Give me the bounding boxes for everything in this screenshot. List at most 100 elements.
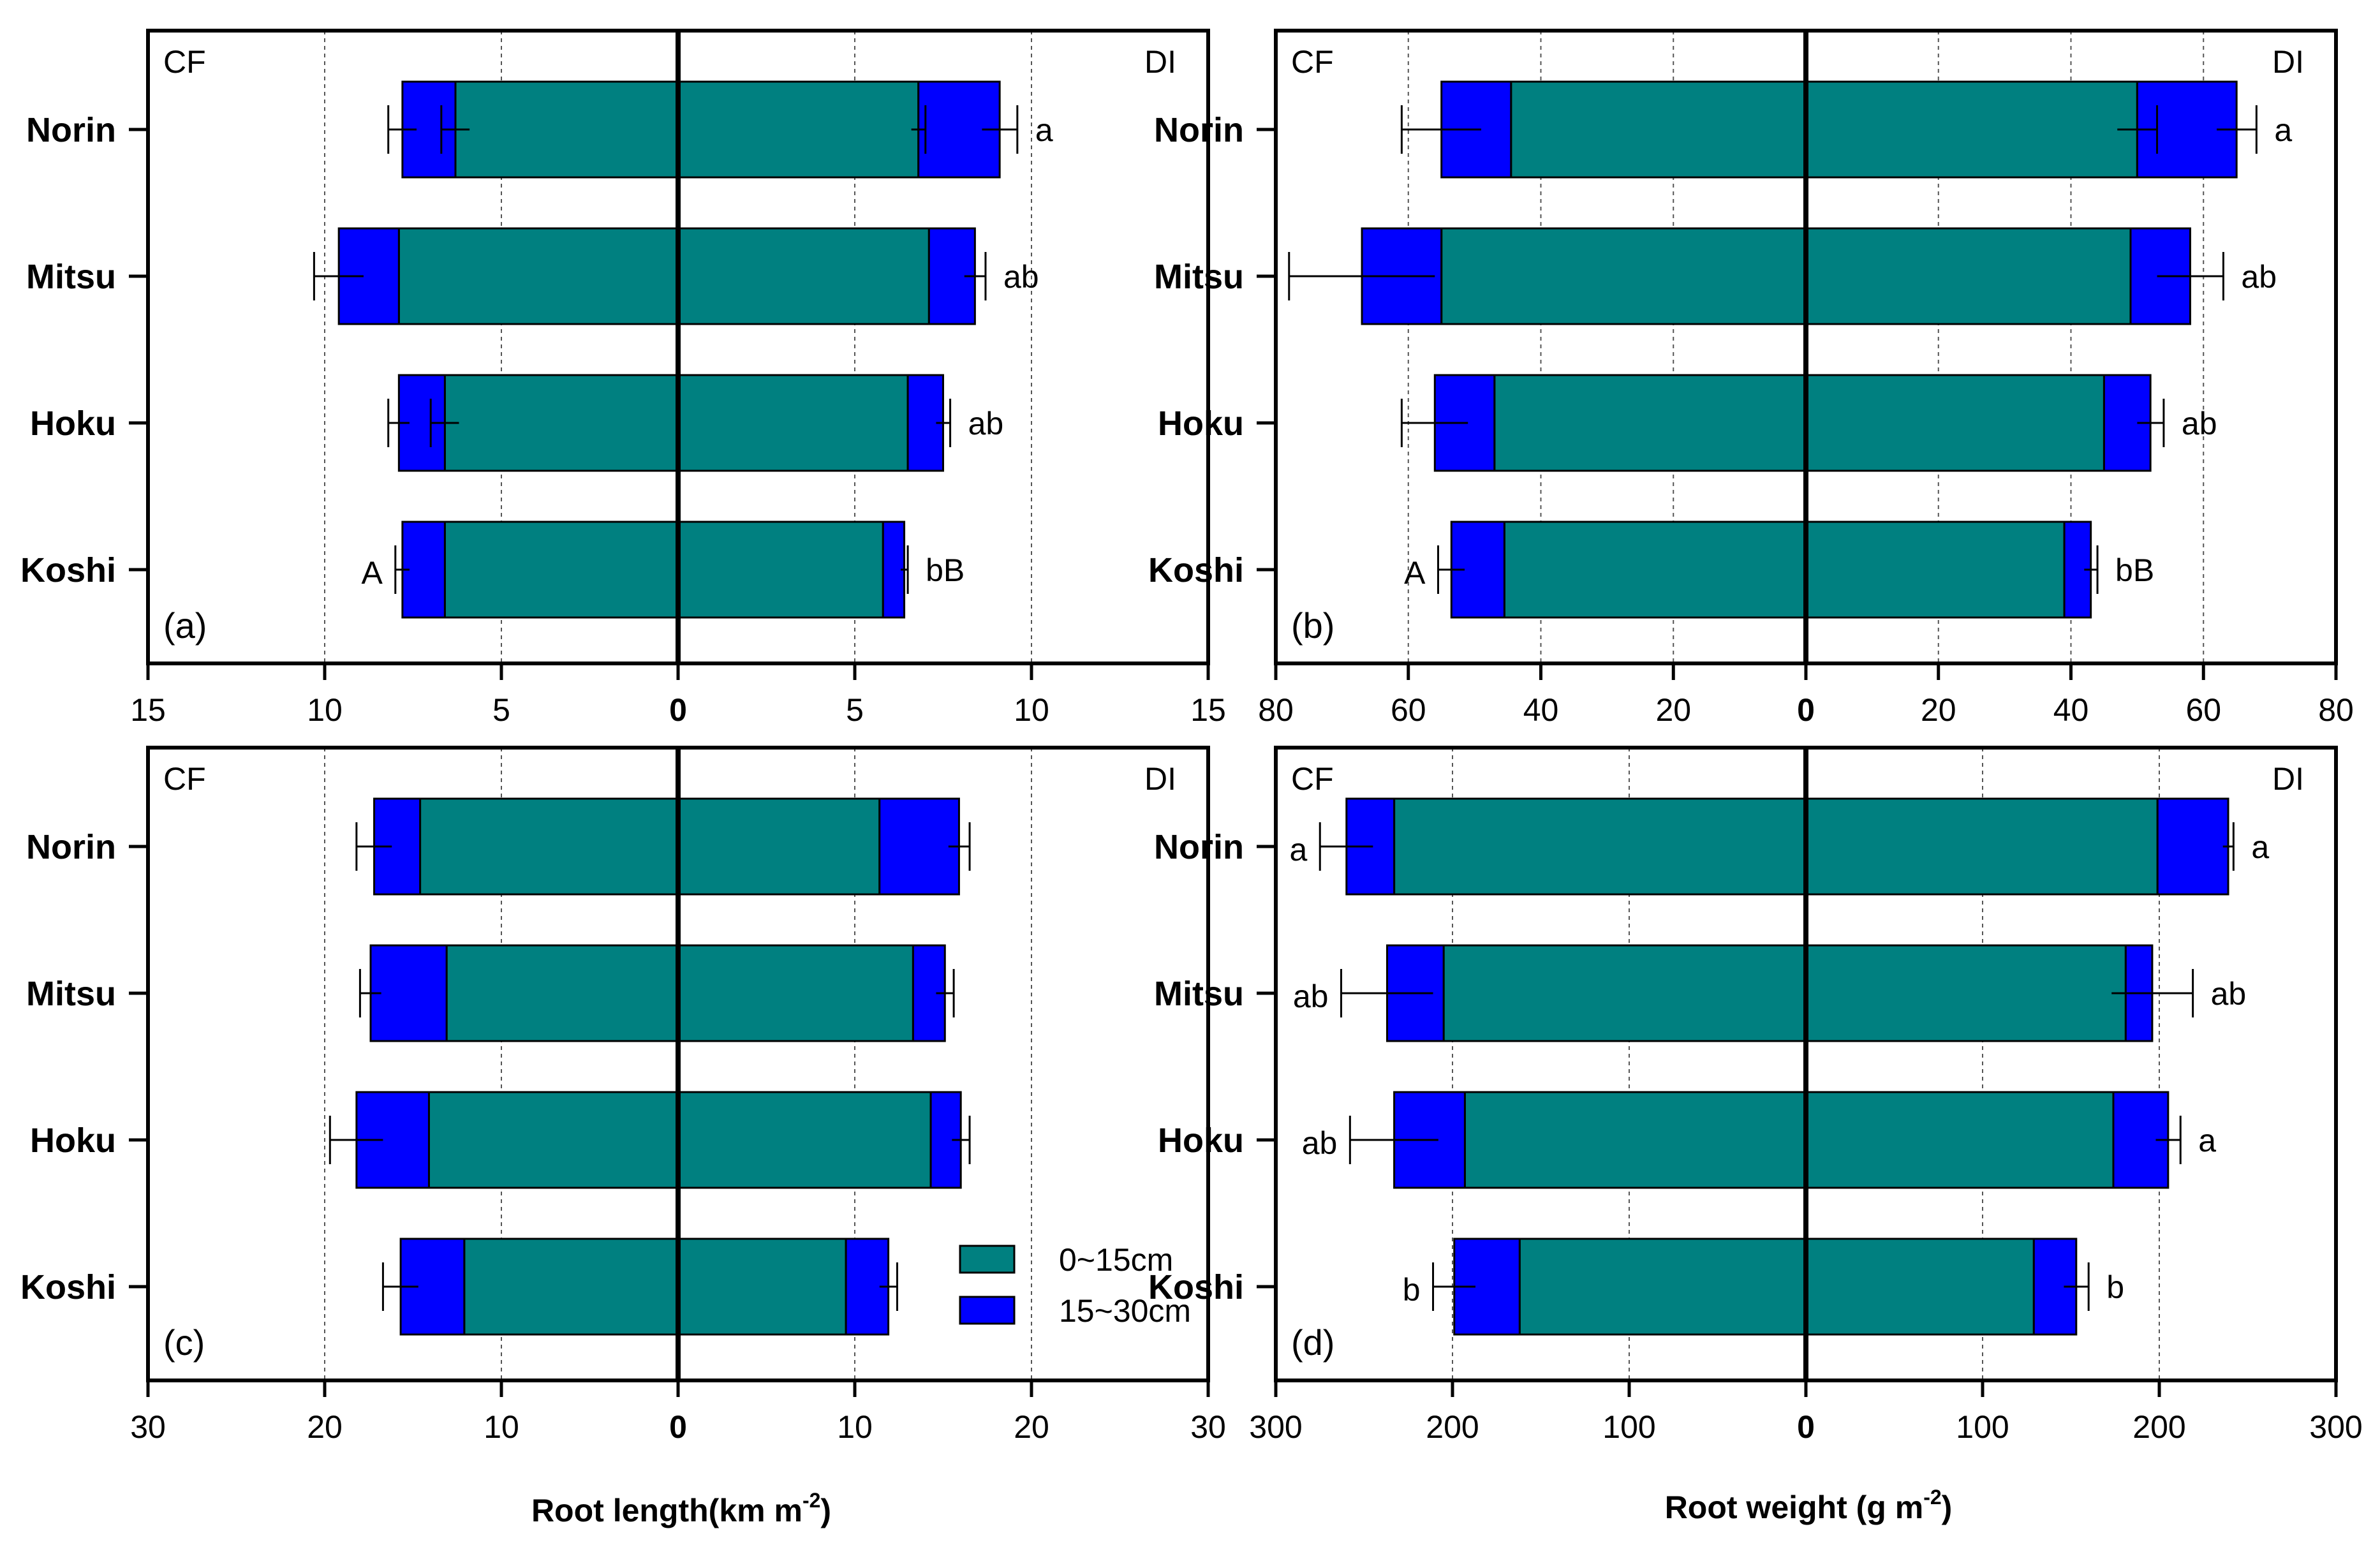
bar-cf-0-15cm (397, 227, 679, 325)
panel-label: (a) (163, 605, 207, 646)
category-label: Norin (1154, 828, 1244, 866)
bar-cf-0-15cm (1463, 1091, 1807, 1189)
x-tick-label: 200 (2132, 1409, 2185, 1445)
x-axis-title-text: Root weight (g m (1665, 1490, 1924, 1525)
x-tick-label: 40 (2053, 692, 2089, 728)
bar-cf-0-15cm (463, 1238, 679, 1336)
bar-di-0-15cm (677, 1091, 932, 1189)
x-tick-label: 30 (1190, 1409, 1226, 1445)
category-label: Mitsu (1154, 975, 1244, 1013)
x-tick-label: 20 (1921, 692, 1956, 728)
di-significance-label: a (1035, 112, 1053, 148)
bar-di-0-15cm (677, 374, 909, 472)
bar-cf-0-15cm (1510, 80, 1807, 179)
x-tick-label: 10 (837, 1409, 873, 1445)
di-significance-label: bB (926, 552, 965, 588)
x-axis-title-superscript: -2 (1923, 1486, 1941, 1509)
panel-label: (d) (1291, 1322, 1334, 1363)
bar-di-0-15cm (677, 227, 930, 325)
x-tick-label: 20 (1014, 1409, 1049, 1445)
di-significance-label: b (2106, 1269, 2124, 1305)
di-significance-label: ab (968, 406, 1004, 441)
bar-di-0-15cm (1805, 1091, 2115, 1189)
x-tick-label: 30 (130, 1409, 166, 1445)
bar-di-0-15cm (1805, 944, 2127, 1042)
panel-c: Norin Mitsu Hoku Koshi 30 20 10 0 10 20 30 CF DI (c) R… (20, 746, 1226, 1528)
category-label: Mitsu (1154, 258, 1244, 296)
x-tick-label: 300 (1249, 1409, 1302, 1445)
bar-di-0-15cm (677, 797, 881, 896)
cf-significance-label: b (1403, 1272, 1421, 1308)
x-tick-label: 300 (2309, 1409, 2362, 1445)
cf-significance-label: a (1289, 832, 1307, 868)
category-label: Norin (1154, 111, 1244, 149)
bar-di-0-15cm (677, 1238, 847, 1336)
cf-corner-label: CF (163, 761, 206, 797)
di-significance-label: a (2251, 829, 2269, 865)
bar-di-0-15cm (677, 944, 914, 1042)
bar-di-0-15cm (677, 80, 920, 179)
category-label: Koshi (1148, 551, 1244, 589)
bar-cf-0-15cm (419, 797, 679, 896)
bar-cf-0-15cm (443, 374, 679, 472)
category-label: Mitsu (26, 975, 116, 1013)
di-corner-label: DI (2272, 44, 2304, 80)
x-tick-label: 10 (484, 1409, 519, 1445)
x-tick-label: 100 (1602, 1409, 1655, 1445)
x-tick-label: 15 (1190, 692, 1226, 728)
cf-corner-label: CF (1291, 761, 1334, 797)
cf-significance-label: ab (1302, 1125, 1338, 1161)
x-tick-label: 60 (2185, 692, 2221, 728)
bar-cf-0-15cm (1493, 374, 1807, 472)
category-label: Hoku (1158, 1121, 1244, 1160)
x-axis-title: Root length(km m-2) (531, 1489, 831, 1528)
cf-corner-label: CF (163, 44, 206, 80)
category-label: Koshi (20, 1268, 116, 1306)
category-label: Norin (26, 828, 116, 866)
di-significance-label: ab (2241, 259, 2277, 295)
x-tick-label: 10 (1014, 692, 1049, 728)
x-tick-label: 15 (130, 692, 166, 728)
panel-label: (c) (163, 1322, 205, 1363)
bar-cf-0-15cm (427, 1091, 679, 1189)
panel-a: a Norin ab Mitsu ab Hoku bB A Koshi 15 10 5 0 5 10 15 CF… (20, 29, 1226, 728)
bar-cf-0-15cm (1518, 1238, 1807, 1336)
category-label: Mitsu (26, 258, 116, 296)
x-tick-label: 5 (492, 692, 510, 728)
bar-cf-0-15cm (445, 944, 679, 1042)
cf-significance-label: A (1404, 555, 1426, 591)
di-significance-label: ab (1003, 259, 1039, 295)
x-tick-label: 40 (1523, 692, 1559, 728)
bar-di-0-15cm (1805, 1238, 2035, 1336)
x-tick-label: 60 (1391, 692, 1426, 728)
x-axis-title-superscript: -2 (802, 1489, 820, 1512)
category-label: Koshi (20, 551, 116, 589)
bar-di-0-15cm (1805, 521, 2066, 619)
panel-d: a a Norin ab ab Mitsu a ab Hoku b b Koshi 300 200 100 0… (1148, 746, 2363, 1525)
bar-cf-0-15cm (443, 521, 679, 619)
x-tick-label: 80 (2318, 692, 2354, 728)
x-tick-label: 0 (1797, 692, 1815, 728)
bar-di-0-15cm (1805, 227, 2132, 325)
di-significance-label: ab (2182, 406, 2217, 441)
cf-significance-label: A (361, 555, 383, 591)
bar-cf-0-15cm (1440, 227, 1807, 325)
bar-di-0-15cm (1805, 80, 2138, 179)
di-corner-label: DI (1144, 761, 1176, 797)
bar-cf-0-15cm (454, 80, 679, 179)
di-significance-label: a (2198, 1123, 2216, 1158)
legend-swatch (959, 1245, 1016, 1274)
x-tick-label: 20 (1655, 692, 1691, 728)
bar-di-15-30cm (878, 797, 960, 896)
bar-cf-0-15cm (1503, 521, 1807, 619)
x-axis-title-end: ) (1942, 1490, 1953, 1525)
bar-di-15-30cm (2156, 797, 2229, 896)
x-tick-label: 0 (1797, 1409, 1815, 1445)
di-significance-label: bB (2115, 552, 2154, 588)
di-corner-label: DI (2272, 761, 2304, 797)
legend-label: 15~30cm (1059, 1293, 1191, 1329)
x-tick-label: 200 (1426, 1409, 1479, 1445)
x-tick-label: 0 (669, 1409, 687, 1445)
